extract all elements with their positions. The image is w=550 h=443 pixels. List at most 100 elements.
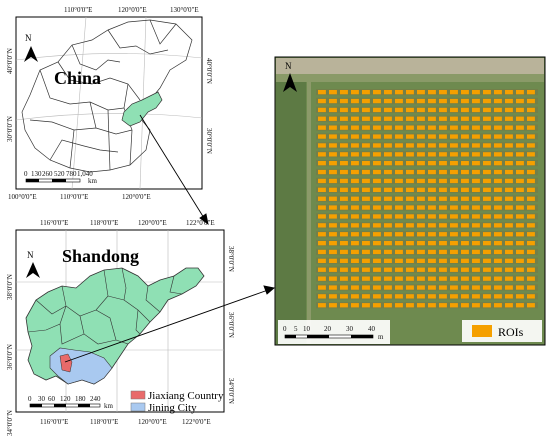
roi-plot [351,214,359,219]
roi-plot [395,249,403,255]
roi-plot [450,152,458,157]
roi-plot [505,178,513,184]
roi-plot [373,249,381,255]
plot-row-strip [316,142,538,149]
roi-plot [516,285,524,290]
plot-row-strip [316,293,538,300]
roi-plot [318,152,326,157]
plot-row-strip [316,231,538,238]
roi-plot [461,258,469,263]
roi-plot [329,232,337,237]
roi-plot [329,143,337,148]
roi-plot [406,196,414,201]
roi-plot [351,143,359,148]
field-scale-40: 40 [368,325,376,333]
roi-plot [483,134,491,139]
roi-plot [428,90,436,95]
roi-plot [351,125,359,130]
shandong-lon-top-120: 120°0'0"E [138,219,167,227]
roi-plot [329,152,337,157]
roi-plot [527,196,535,201]
roi-plot [318,125,326,130]
roi-plot [318,205,326,210]
roi-grid [316,89,538,309]
roi-plot [461,116,469,121]
roi-plot [318,276,326,281]
field-scale-30: 30 [346,325,354,333]
roi-plot [472,205,480,210]
roi-plot [417,116,425,121]
roi-plot [395,169,403,175]
roi-plot [417,205,425,210]
legend-label-jining: Jining City [148,402,197,414]
roi-plot [406,276,414,281]
roi-plot [329,187,337,192]
roi-plot [406,294,414,299]
roi-plot [384,285,392,290]
roi-plot [384,249,392,255]
roi-plot [483,187,491,192]
roi-plot [461,161,469,166]
roi-plot [450,178,458,184]
roi-plot [395,161,403,166]
roi-plot [428,196,436,201]
roi-plot [340,125,348,130]
roi-plot [395,294,403,299]
roi-plot [340,90,348,95]
roi-plot [505,116,513,121]
roi-plot [505,205,513,210]
roi-plot [527,294,535,299]
roi-plot [472,232,480,237]
shandong-city-boundaries [27,267,183,345]
china-lat-left-40: 40°0'0"N [6,48,14,74]
roi-plot [527,178,535,184]
roi-plot [461,152,469,157]
roi-plot [417,196,425,201]
roi-plot [395,134,403,139]
roi-plot [351,134,359,139]
roi-plot [362,134,370,139]
roi-plot [428,303,436,308]
roi-plot [340,294,348,299]
roi-plot [329,303,337,308]
shandong-map-panel: Shandong N Jiaxiang Country Jining City … [6,219,235,436]
plot-row-strip [316,133,538,140]
roi-plot [461,98,469,104]
roi-plot [461,285,469,290]
roi-plot [406,98,414,104]
roi-plot [516,125,524,130]
roi-plot [340,249,348,255]
roi-plot [439,232,447,237]
roi-plot [362,90,370,95]
roi-plot [318,258,326,263]
roi-plot [461,178,469,184]
roi-plot [395,143,403,148]
roi-plot [351,267,359,272]
roi-plot [505,152,513,157]
roi-plot [516,187,524,192]
roi-plot [417,294,425,299]
field-scale-bar: 0 5 10 20 30 40 m [278,320,390,344]
legend-label-rois: ROIs [498,325,524,339]
roi-plot [439,152,447,157]
roi-plot [450,169,458,175]
china-lon-bottom-100: 100°0'0"E [8,193,37,201]
roi-plot [373,116,381,121]
roi-plot [428,214,436,219]
roi-plot [351,98,359,104]
roi-plot [450,276,458,281]
roi-plot [483,143,491,148]
roi-plot [461,196,469,201]
roi-plot [351,294,359,299]
roi-plot [428,241,436,246]
roi-plot [417,258,425,263]
roi-plot [329,267,337,272]
roi-plot [340,232,348,237]
roi-plot [439,143,447,148]
roi-plot [450,205,458,210]
roi-plot [428,223,436,228]
roi-plot [373,232,381,237]
roi-plot [340,116,348,121]
roi-plot [395,223,403,228]
roi-plot [472,178,480,184]
